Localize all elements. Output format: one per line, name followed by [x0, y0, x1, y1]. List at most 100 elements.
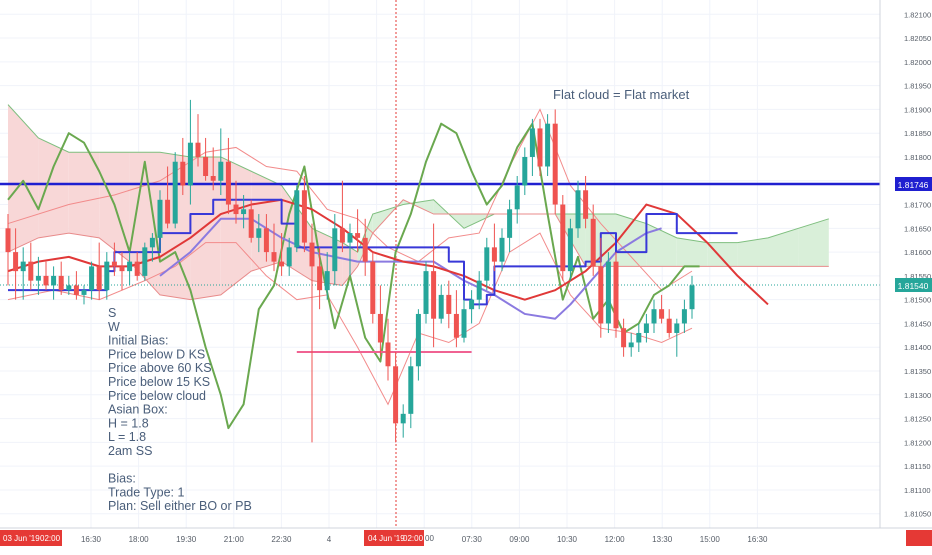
- candle-body: [423, 271, 429, 314]
- note-line: H = 1.8: [108, 416, 149, 430]
- candle-body: [28, 261, 34, 281]
- current-price-text: 1.81540: [898, 281, 929, 291]
- time-tick-label: 07:30: [462, 535, 483, 544]
- price-tick-label: 1.81300: [904, 391, 931, 400]
- candle-body: [666, 318, 672, 333]
- price-tick-label: 1.82100: [904, 10, 931, 19]
- candle-body: [35, 275, 41, 281]
- price-tick-label: 1.81950: [904, 82, 931, 91]
- time-tick-label: 22:30: [271, 535, 292, 544]
- candle-body: [385, 342, 391, 367]
- time-tick-label: 10:30: [557, 535, 578, 544]
- band-lower: [7, 232, 693, 406]
- price-tick-label: 1.82050: [904, 34, 931, 43]
- candle-body: [643, 323, 649, 333]
- candle-body: [51, 275, 57, 286]
- candle-body: [225, 161, 231, 205]
- candle-body: [590, 218, 596, 267]
- time-tick-label: 12:00: [605, 535, 626, 544]
- time-tick-label: 19:30: [176, 535, 197, 544]
- time-axis[interactable]: 16:3018:0019:3021:0022:30404:3007:3009:0…: [0, 527, 932, 550]
- candle-body: [431, 271, 437, 319]
- candle-body: [149, 237, 155, 248]
- candle-body: [43, 275, 49, 286]
- price-tick-label: 1.81200: [904, 438, 931, 447]
- note-line: Asian Box:: [108, 403, 168, 417]
- candle-body: [172, 161, 178, 224]
- candle-body: [294, 190, 300, 248]
- candle-body: [180, 161, 186, 186]
- candle-body: [271, 252, 277, 262]
- candle-body: [241, 209, 247, 215]
- candle-body: [377, 313, 383, 343]
- candle-body: [651, 309, 657, 324]
- candle-body: [560, 204, 566, 272]
- time-tick-label: 21:00: [224, 535, 245, 544]
- price-tick-label: 1.81550: [904, 272, 931, 281]
- candle-body: [187, 142, 193, 186]
- candle-body: [393, 366, 399, 424]
- candle-body: [309, 242, 315, 267]
- time-axis-background: [0, 528, 932, 550]
- candle-body: [89, 266, 95, 291]
- candle-body: [613, 261, 619, 329]
- note-line: W: [108, 320, 120, 334]
- candle-body: [461, 309, 467, 338]
- candle-body: [659, 309, 665, 319]
- candle-body: [73, 285, 79, 295]
- candle-body: [689, 285, 695, 310]
- candle-body: [355, 233, 361, 238]
- candle-body: [210, 176, 216, 181]
- cloud-segment: [646, 223, 677, 267]
- note-line: L = 1.8: [108, 430, 146, 444]
- note-line: Bias:: [108, 472, 136, 486]
- time-tick-label: 4: [327, 535, 332, 544]
- ema-line: [7, 198, 769, 306]
- note-line: Price above 60 KS: [108, 361, 212, 375]
- cloud-segment: [68, 152, 100, 238]
- candle-body: [408, 366, 414, 414]
- left-date-tag: 03 Jun '19 02:00: [0, 530, 62, 546]
- candle-body: [119, 266, 125, 272]
- level-tag-box: [895, 177, 932, 191]
- candle-body: [286, 247, 292, 267]
- candle-body: [111, 261, 117, 267]
- candle-body: [400, 413, 406, 424]
- price-tick-label: 1.81250: [904, 415, 931, 424]
- candle-body: [13, 252, 19, 272]
- note-line: Plan: Sell either BO or PB: [108, 499, 252, 513]
- candle-body: [104, 261, 110, 291]
- left-date-time: 02:00: [40, 534, 61, 543]
- candle-body: [491, 247, 497, 262]
- candle-body: [674, 323, 680, 333]
- note-line: S: [108, 306, 116, 320]
- candle-body: [332, 228, 338, 272]
- candle-body: [537, 128, 543, 167]
- candle-body: [575, 190, 581, 229]
- candle-body: [598, 266, 604, 324]
- candle-body: [58, 275, 64, 291]
- price-tick-label: 1.82000: [904, 58, 931, 67]
- candle-body: [347, 233, 353, 243]
- mid-partial-tick: 00: [425, 534, 434, 543]
- candle-body: [621, 328, 627, 348]
- candle-body: [545, 123, 551, 167]
- candle-body: [514, 185, 520, 210]
- price-tick-label: 1.81450: [904, 319, 931, 328]
- candle-body: [499, 237, 505, 262]
- price-tick-label: 1.81650: [904, 224, 931, 233]
- cloud-segment: [8, 104, 39, 253]
- candle-body: [134, 261, 140, 276]
- candle-body: [256, 228, 262, 238]
- candle-body: [415, 313, 421, 367]
- right-date-tag-box: [906, 530, 932, 546]
- candle-body: [324, 271, 330, 291]
- candle-body: [20, 261, 26, 272]
- candle-body: [263, 228, 269, 253]
- price-axis[interactable]: 1.82100 1.82050 1.82000 1.81950 1.81900 1.818…: [879, 0, 932, 528]
- candle-body: [248, 209, 254, 238]
- time-tick-label: 15:00: [700, 535, 721, 544]
